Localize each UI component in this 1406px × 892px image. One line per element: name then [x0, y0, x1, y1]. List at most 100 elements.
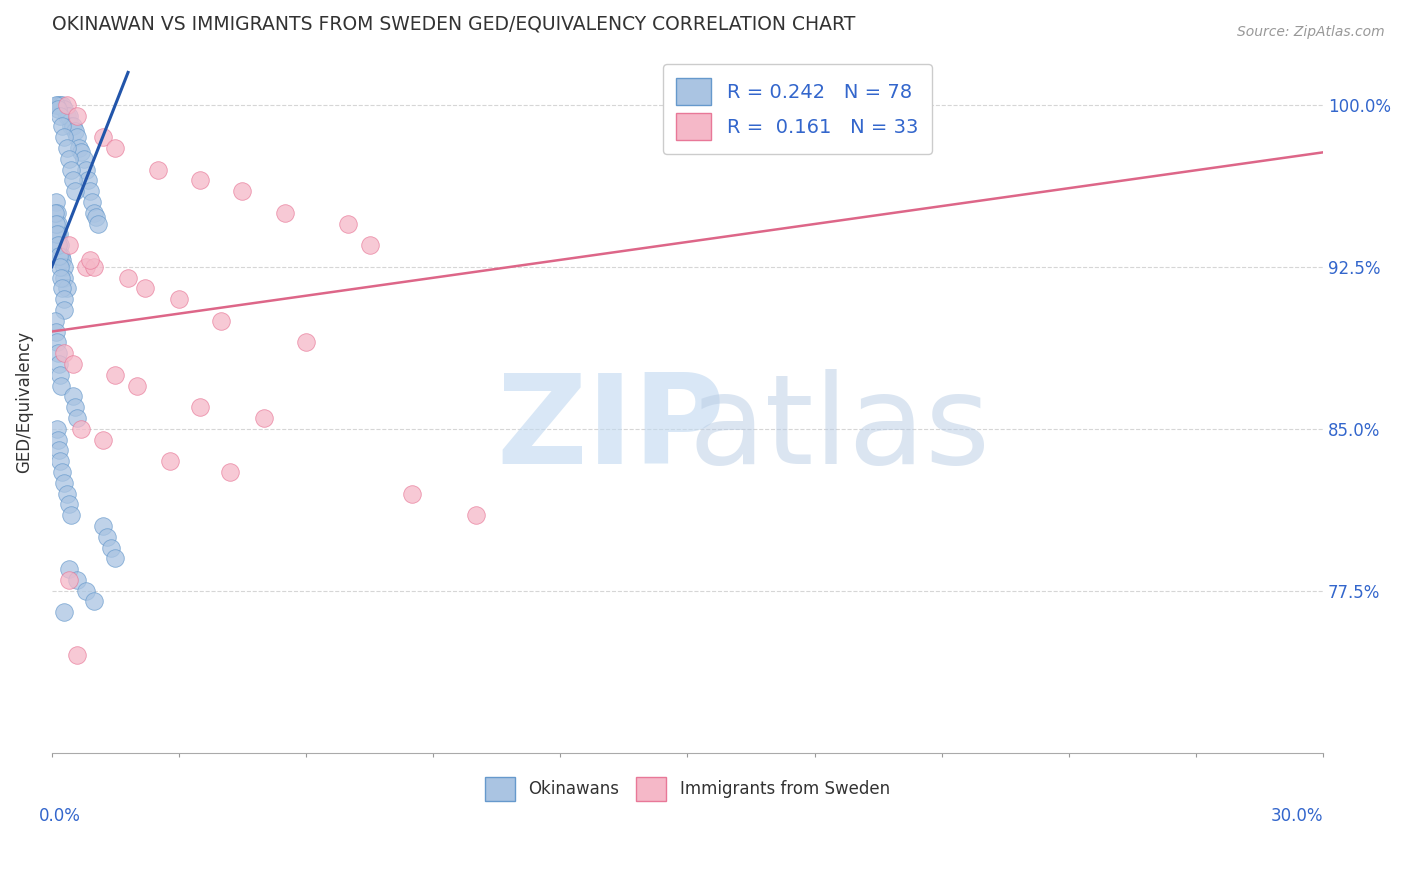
Point	[59, 162, 82, 177]
Text: Source: ZipAtlas.com: Source: ZipAtlas.com	[1237, 25, 1385, 39]
Point	[53, 130, 76, 145]
Point	[62, 173, 84, 187]
Point	[52, 292, 75, 306]
Point	[66, 109, 89, 123]
Text: OKINAWAN VS IMMIGRANTS FROM SWEDEN GED/EQUIVALENCY CORRELATION CHART: OKINAWAN VS IMMIGRANTS FROM SWEDEN GED/E…	[52, 15, 855, 34]
Point	[337, 217, 360, 231]
Point	[79, 184, 101, 198]
Text: atlas: atlas	[689, 369, 991, 491]
Point	[51, 120, 73, 134]
Point	[46, 238, 69, 252]
Point	[52, 260, 75, 274]
Point	[44, 314, 66, 328]
Point	[45, 227, 67, 242]
Point	[58, 152, 80, 166]
Point	[253, 411, 276, 425]
Point	[188, 400, 211, 414]
Point	[55, 98, 77, 112]
Point	[62, 357, 84, 371]
Point	[51, 98, 73, 112]
Point	[58, 562, 80, 576]
Point	[209, 314, 232, 328]
Text: ZIP: ZIP	[496, 369, 725, 491]
Point	[188, 173, 211, 187]
Point	[53, 605, 76, 619]
Point	[70, 422, 93, 436]
Point	[83, 260, 105, 274]
Point	[159, 454, 181, 468]
Text: 30.0%: 30.0%	[1271, 806, 1323, 824]
Point	[66, 573, 89, 587]
Point	[49, 238, 72, 252]
Point	[49, 98, 72, 112]
Point	[76, 173, 98, 187]
Point	[45, 335, 67, 350]
Point	[117, 270, 139, 285]
Point	[48, 227, 70, 242]
Point	[45, 206, 67, 220]
Point	[46, 102, 69, 116]
Point	[46, 346, 69, 360]
Point	[44, 206, 66, 220]
Point	[91, 519, 114, 533]
Point	[48, 249, 70, 263]
Point	[45, 217, 67, 231]
Point	[167, 292, 190, 306]
Point	[62, 389, 84, 403]
Point	[58, 109, 80, 123]
Point	[55, 141, 77, 155]
Point	[63, 124, 86, 138]
Point	[45, 194, 67, 209]
Point	[51, 281, 73, 295]
Point	[96, 530, 118, 544]
Point	[83, 206, 105, 220]
Point	[91, 433, 114, 447]
Point	[53, 270, 76, 285]
Point	[75, 162, 97, 177]
Point	[125, 378, 148, 392]
Point	[49, 368, 72, 382]
Point	[59, 508, 82, 522]
Point	[295, 335, 318, 350]
Point	[45, 325, 67, 339]
Point	[91, 130, 114, 145]
Point	[231, 184, 253, 198]
Point	[46, 98, 69, 112]
Point	[83, 594, 105, 608]
Point	[53, 346, 76, 360]
Point	[218, 465, 240, 479]
Point	[48, 357, 70, 371]
Point	[49, 378, 72, 392]
Point	[87, 217, 110, 231]
Point	[59, 120, 82, 134]
Point	[134, 281, 156, 295]
Point	[274, 206, 297, 220]
Point	[104, 368, 127, 382]
Point	[46, 433, 69, 447]
Point	[55, 109, 77, 123]
Point	[53, 302, 76, 317]
Point	[49, 454, 72, 468]
Legend: Okinawans, Immigrants from Sweden: Okinawans, Immigrants from Sweden	[478, 771, 897, 807]
Point	[58, 573, 80, 587]
Point	[84, 210, 107, 224]
Point	[359, 238, 381, 252]
Point	[49, 270, 72, 285]
Point	[49, 249, 72, 263]
Point	[79, 253, 101, 268]
Text: 0.0%: 0.0%	[39, 806, 82, 824]
Point	[72, 152, 94, 166]
Point	[100, 541, 122, 555]
Point	[49, 260, 72, 274]
Point	[66, 411, 89, 425]
Point	[67, 141, 90, 155]
Point	[51, 465, 73, 479]
Point	[55, 281, 77, 295]
Point	[104, 141, 127, 155]
Point	[53, 102, 76, 116]
Point	[49, 109, 72, 123]
Point	[45, 422, 67, 436]
Point	[51, 253, 73, 268]
Point	[55, 486, 77, 500]
Point	[66, 130, 89, 145]
